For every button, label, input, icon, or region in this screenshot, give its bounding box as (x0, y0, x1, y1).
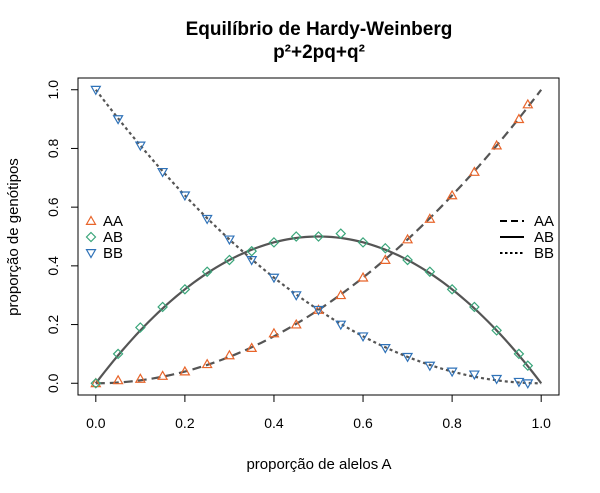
legend-line-label-ab: AB (534, 229, 554, 246)
point-ab (522, 360, 534, 371)
point-ab (379, 242, 391, 254)
point-aa (134, 373, 146, 383)
x-tick-label: 0.6 (353, 415, 373, 431)
point-ab (224, 254, 235, 266)
legend-line-label-aa: AA (534, 213, 554, 230)
point-aa (379, 254, 391, 264)
legend-marker-ab (85, 231, 97, 243)
point-ab (357, 237, 369, 248)
x-tick-label: 0.8 (442, 415, 462, 431)
y-tick-label: 0.8 (45, 139, 61, 159)
theory-line-aa (95, 89, 543, 385)
x-axis-label: proporção de alelos A (246, 456, 391, 473)
point-bb (491, 374, 503, 385)
point-aa (357, 271, 369, 282)
point-aa (335, 289, 347, 300)
y-tick-label: 0.4 (45, 256, 61, 276)
theory-line-ab (94, 235, 543, 384)
point-aa (223, 349, 235, 360)
point-bb (201, 214, 213, 225)
point-bb (179, 191, 191, 202)
x-axis: 0.0 0.2 0.4 0.6 0.8 1.0 (86, 394, 551, 431)
point-bb (402, 352, 414, 363)
point-aa (446, 189, 458, 200)
y-tick-label: 0.6 (45, 197, 61, 217)
point-bb (112, 115, 124, 125)
point-ab (313, 231, 324, 242)
point-bb (357, 332, 369, 343)
y-tick-label: 0.2 (45, 315, 61, 335)
legend-line-label-bb: BB (534, 245, 554, 262)
chart-title: Equilíbrio de Hardy-Weinberg (186, 19, 453, 40)
theory-line-bb (94, 89, 542, 385)
point-ab (402, 254, 413, 266)
point-bb (290, 291, 302, 301)
point-ab (491, 325, 502, 336)
point-bb (157, 167, 169, 178)
point-ab (424, 266, 436, 278)
legend-marker-bb (85, 249, 97, 259)
point-aa (424, 213, 436, 223)
x-tick-label: 0.2 (175, 415, 195, 431)
point-aa (513, 113, 525, 124)
legend-label-bb: BB (103, 245, 123, 262)
point-ab (135, 322, 146, 333)
point-ab (469, 301, 480, 313)
point-bb (446, 367, 458, 378)
point-bb (468, 370, 480, 381)
point-ab (157, 301, 168, 313)
point-ab (112, 348, 124, 360)
chart-subtitle: p²+2pq+q² (273, 42, 365, 63)
point-bb (424, 361, 436, 372)
data-points (90, 85, 534, 389)
x-tick-label: 1.0 (531, 415, 551, 431)
point-aa (157, 370, 169, 380)
point-aa (201, 358, 213, 369)
point-aa (90, 377, 102, 388)
point-bb (379, 344, 391, 354)
y-tick-label: 0.0 (45, 373, 61, 393)
point-aa (468, 166, 480, 176)
point-bb (335, 320, 347, 331)
theory-curves (94, 89, 543, 385)
point-aa (179, 365, 191, 376)
point-aa (290, 318, 302, 329)
legend-label-ab: AB (103, 229, 123, 246)
point-bb (134, 141, 146, 152)
legend-label-aa: AA (103, 213, 123, 230)
point-ab (201, 266, 213, 278)
point-ab (179, 283, 191, 295)
point-bb (513, 377, 525, 388)
x-tick-label: 0.4 (264, 415, 284, 431)
point-ab (335, 228, 347, 239)
point-bb (522, 379, 534, 389)
x-tick-label: 0.0 (86, 415, 106, 431)
point-bb (268, 273, 280, 284)
y-tick-label: 1.0 (45, 80, 61, 100)
point-aa (491, 139, 503, 150)
point-ab (513, 348, 525, 360)
point-aa (246, 342, 258, 353)
point-ab (446, 283, 458, 295)
legend-marker-aa (85, 215, 97, 225)
point-aa (522, 98, 534, 109)
point-bb (90, 85, 102, 96)
point-ab (268, 237, 280, 248)
point-bb (246, 256, 258, 266)
point-aa (112, 374, 124, 385)
point-bb (223, 235, 235, 246)
point-bb (312, 305, 325, 316)
point-ab (90, 377, 102, 389)
point-aa (402, 233, 414, 244)
y-axis: 0.0 0.2 0.4 0.6 0.8 1.0 (45, 80, 79, 393)
y-axis-label: proporção de genótipos (5, 158, 22, 316)
point-aa (268, 327, 280, 338)
point-ab (290, 231, 302, 242)
point-ab (246, 245, 258, 257)
